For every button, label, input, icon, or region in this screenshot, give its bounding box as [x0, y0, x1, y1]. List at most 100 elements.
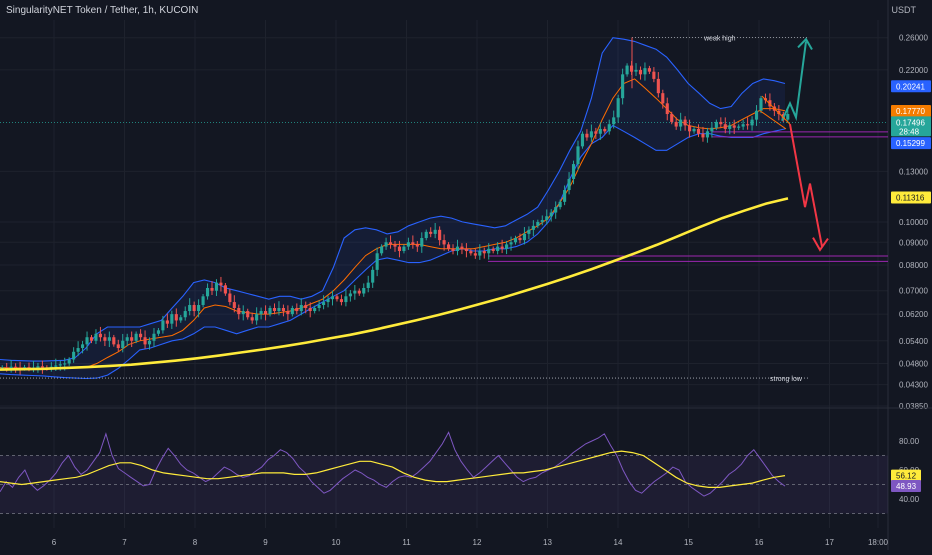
candle-body — [589, 131, 593, 138]
time-axis-label: 10 — [332, 538, 341, 547]
candle-body — [9, 366, 13, 369]
candle-body — [161, 320, 165, 331]
candle-body — [420, 238, 424, 247]
candle-body — [634, 69, 638, 72]
candle-body — [679, 119, 683, 127]
rsi-tick-label: 80.00 — [899, 437, 920, 446]
candle-body — [308, 308, 312, 312]
candle-body — [656, 78, 660, 94]
rsi-ma-value-tag-bg — [891, 469, 921, 482]
candle-body — [281, 308, 285, 312]
candle-body — [228, 293, 232, 303]
candle-body — [460, 246, 464, 249]
rsi-ma-value-tag: 56.12 — [896, 472, 917, 481]
bollinger-upper-line — [0, 37, 786, 362]
candle-body — [674, 121, 678, 127]
candle-body — [625, 65, 629, 75]
candle-body — [107, 337, 111, 341]
candle-body — [509, 242, 513, 245]
candle-body — [598, 128, 602, 134]
candle-body — [250, 317, 254, 321]
candle-body — [406, 242, 410, 247]
price-tick-label: 0.06200 — [899, 310, 928, 319]
candle-countdown-label: 28:48 — [899, 127, 920, 136]
candle-body — [701, 133, 705, 138]
candle-body — [652, 71, 656, 79]
candle-body — [705, 131, 709, 138]
bearish-arrow-head — [812, 237, 829, 252]
candle-body — [750, 119, 754, 126]
candle-body — [174, 314, 178, 321]
candle-body — [201, 296, 205, 306]
candle-body — [5, 367, 9, 369]
candle-body — [366, 282, 370, 288]
candle-body — [112, 337, 116, 345]
candle-body — [647, 68, 651, 72]
candle-body — [264, 311, 268, 315]
candle-body — [197, 305, 201, 312]
candle-body — [429, 231, 433, 234]
bollinger-basis-line — [0, 78, 786, 369]
candle-body — [103, 337, 107, 341]
candle-body — [522, 233, 526, 241]
candle-body — [424, 231, 428, 239]
candle-body — [232, 302, 236, 309]
candle-body — [714, 121, 718, 128]
current-price-tag-bg — [891, 116, 931, 137]
candle-body — [531, 225, 535, 230]
candle-body — [179, 317, 183, 321]
candle-body — [362, 287, 366, 294]
time-axis-label: 8 — [193, 538, 198, 547]
upper-band-price-tag: 0.20241 — [896, 82, 925, 91]
candle-body — [585, 133, 589, 138]
candle-body — [576, 146, 580, 165]
long-ma-price-tag-bg — [891, 191, 931, 204]
candle-body — [375, 253, 379, 270]
candle-body — [505, 244, 509, 249]
candle-body — [344, 296, 348, 303]
bullish-arrow-path — [781, 41, 807, 122]
candle-body — [786, 114, 790, 120]
candle-body — [567, 178, 571, 191]
price-tick-label: 0.13000 — [899, 167, 928, 176]
candle-body — [670, 114, 674, 122]
candle-body — [513, 238, 518, 243]
candle-body — [22, 367, 27, 369]
candle-body — [732, 125, 736, 128]
candle-body — [536, 221, 540, 226]
candle-body — [63, 363, 67, 365]
candle-body — [612, 117, 616, 125]
wedge-lower-line — [759, 110, 787, 130]
candle-body — [594, 131, 598, 134]
strong-low-label: strong low — [770, 376, 803, 383]
bearish-arrow-path — [789, 124, 823, 247]
candle-body — [527, 229, 531, 234]
candle-body — [549, 212, 553, 217]
candle-body — [116, 344, 120, 349]
candle-body — [371, 269, 375, 283]
candle-body — [54, 365, 58, 367]
last-price-tag: 0.17770 — [896, 107, 925, 116]
candle-body — [205, 287, 210, 297]
candle-body — [322, 302, 326, 306]
candle-body — [237, 308, 241, 315]
candle-body — [616, 98, 620, 118]
candle-body — [661, 93, 665, 104]
rsi-line — [0, 431, 786, 497]
lower-band-price-tag: 0.15299 — [896, 139, 925, 148]
candle-body — [696, 128, 701, 134]
candle-body — [313, 308, 317, 312]
time-axis-label: 12 — [473, 538, 482, 547]
price-tick-label: 0.08000 — [899, 261, 928, 270]
candle-body — [455, 246, 460, 252]
candle-body — [223, 285, 227, 294]
candle-body — [384, 242, 388, 247]
candle-body — [214, 282, 219, 291]
candle-body — [491, 248, 495, 252]
candle-body — [388, 242, 393, 245]
candle-body — [571, 164, 576, 179]
candle-body — [0, 367, 4, 369]
candle-body — [335, 296, 339, 300]
